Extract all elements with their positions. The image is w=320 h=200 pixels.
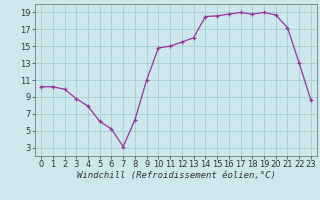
X-axis label: Windchill (Refroidissement éolien,°C): Windchill (Refroidissement éolien,°C) — [76, 171, 276, 180]
